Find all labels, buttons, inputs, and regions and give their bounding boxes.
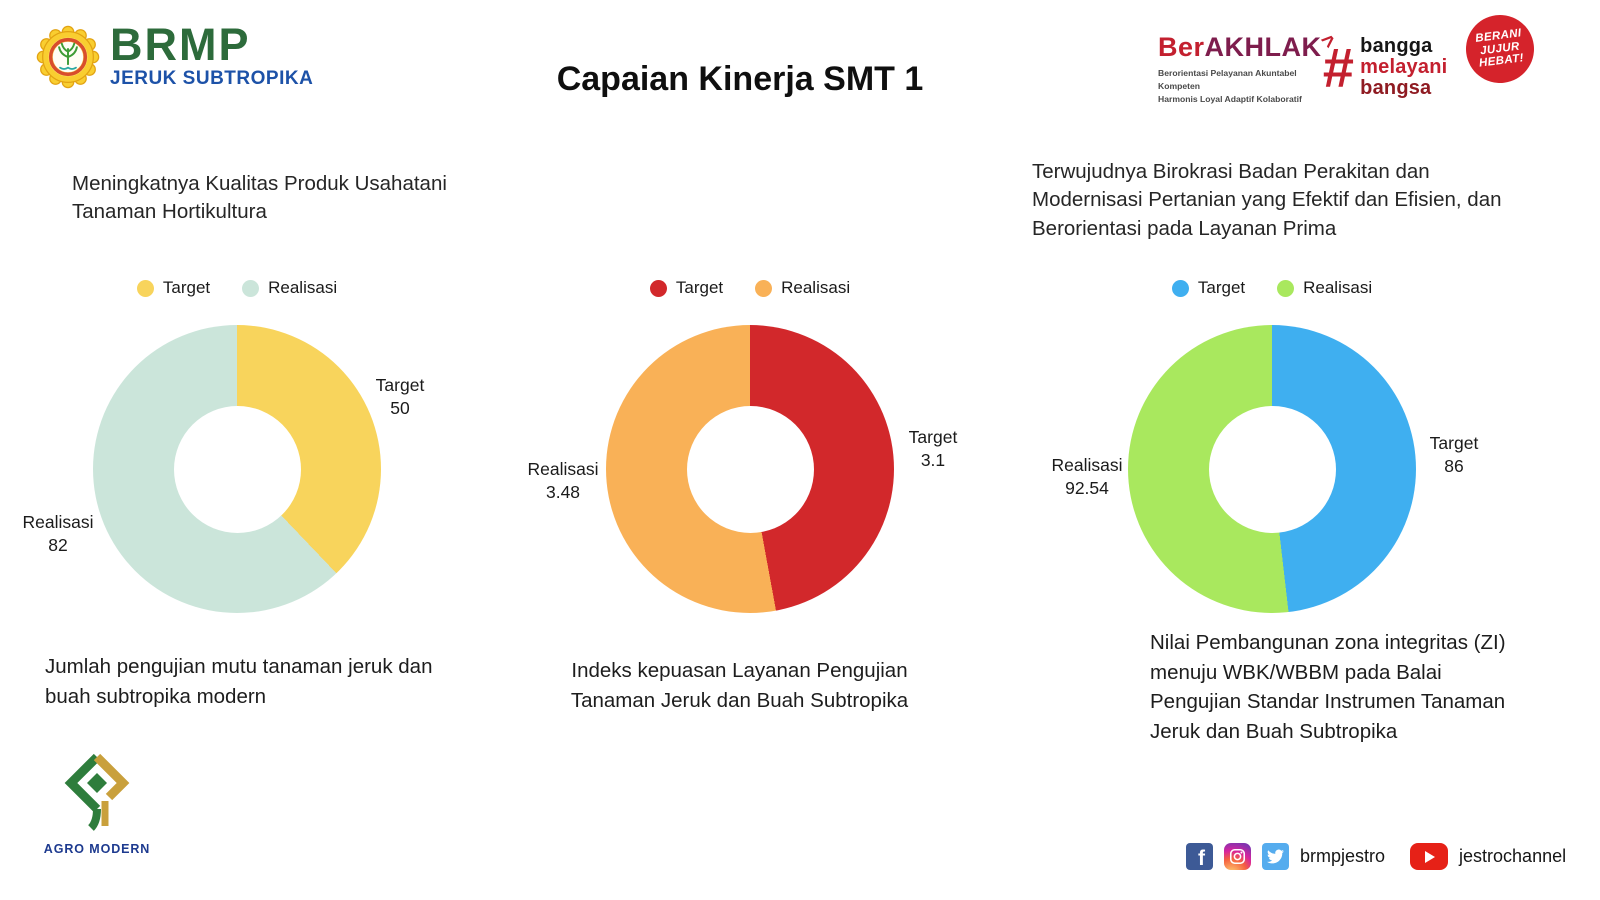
chart-3-legend: Target Realisasi (1112, 276, 1432, 300)
donut-chart-3 (1128, 325, 1416, 613)
chart-3-target-label: Target 86 (1406, 432, 1502, 478)
legend-label-realisasi: Realisasi (1303, 278, 1373, 297)
berakhlak-subtitle-line1: Berorientasi Pelayanan Akuntabel Kompete… (1158, 68, 1297, 91)
chart-1-heading: Meningkatnya Kualitas Produk Usahatani T… (72, 172, 447, 224)
slice-label-name: Target (375, 375, 425, 395)
brand-text: BRMP JERUK SUBTROPIKA (110, 19, 314, 90)
berani-jujur-hebat-badge: BERANI JUJUR HEBAT! (1462, 11, 1538, 87)
legend-dot-realisasi (1277, 279, 1295, 297)
instagram-icon[interactable] (1224, 843, 1251, 870)
youtube-icon[interactable] (1410, 843, 1449, 870)
berakhlak-prefix: Ber (1158, 32, 1205, 62)
slice-label-value: 50 (390, 398, 410, 419)
chart-1-legend: Target Realisasi (77, 276, 397, 300)
slice-label-value: 92.54 (1065, 478, 1109, 499)
legend-item-realisasi: Realisasi (242, 278, 337, 298)
facebook-icon[interactable] (1186, 843, 1213, 870)
legend-dot-realisasi (242, 279, 260, 297)
social-handle[interactable]: brmpjestro (1300, 846, 1386, 866)
youtube-handle[interactable]: jestrochannel (1459, 846, 1567, 866)
bangga-line1: bangga (1360, 35, 1433, 57)
agro-modern-icon (64, 753, 130, 831)
legend-label-target: Target (162, 278, 211, 297)
hashtag-icon: # (1322, 35, 1354, 99)
bangga-line3: bangsa (1360, 77, 1432, 99)
berakhlak-subtitle-line2: Harmonis Loyal Adaptif Kolaboratif (1158, 93, 1302, 104)
brmp-emblem-icon (36, 25, 100, 89)
agro-modern-logo: AGRO MODERN (26, 748, 168, 856)
brand-acronym: BRMP (110, 19, 251, 70)
twitter-icon[interactable] (1262, 843, 1289, 870)
play-icon (1425, 850, 1436, 863)
legend-label-realisasi: Realisasi (268, 278, 338, 297)
slice-label-name: Target (908, 427, 958, 447)
legend-label-realisasi: Realisasi (781, 278, 851, 297)
chart-2-realisasi-label: Realisasi 3.48 (512, 458, 614, 504)
donut-chart-1 (93, 325, 381, 613)
social-links: brmpjestro jestrochannel (1186, 843, 1566, 870)
berakhlak-wordmark: BerAKHLAK> (1158, 28, 1341, 63)
chart-3-heading: Terwujudnya Birokrasi Badan Perakitan da… (1032, 160, 1502, 240)
chart-column-3: Target Realisasi (1112, 276, 1432, 613)
legend-item-target: Target (649, 278, 724, 298)
chart-1-caption: Jumlah pengujian mutu tanaman jeruk dan … (45, 655, 433, 708)
slice-label-name: Realisasi (527, 459, 599, 479)
slice-label-value: 3.1 (920, 450, 946, 471)
legend-label-target: Target (675, 278, 724, 297)
brand-unit: JERUK SUBTROPIKA (110, 67, 314, 89)
chart-2-legend: Target Realisasi (590, 276, 910, 300)
legend-item-target: Target (136, 278, 211, 298)
legend-label-target: Target (1197, 278, 1246, 297)
legend-dot-realisasi (755, 279, 773, 297)
berakhlak-logo: BerAKHLAK> Berorientasi Pelayanan Akunta… (1158, 28, 1341, 106)
berakhlak-rest: AKHLAK (1204, 32, 1322, 62)
slice-label-value: 82 (48, 535, 68, 556)
bangga-line2: melayani (1360, 56, 1448, 78)
slice-label-value: 3.48 (545, 482, 581, 503)
brmp-logo: BRMP JERUK SUBTROPIKA (36, 19, 314, 90)
slice-label-name: Target (1429, 433, 1479, 453)
legend-dot-target (1171, 279, 1189, 297)
legend-item-target: Target (1171, 278, 1246, 298)
chart-3-caption: Nilai Pembangunan zona integritas (ZI) m… (1150, 631, 1506, 744)
slice-label-name: Realisasi (1051, 455, 1123, 475)
agro-modern-label: AGRO MODERN (43, 842, 151, 856)
chart-1-realisasi-label: Realisasi 82 (10, 511, 106, 557)
slice-label-name: Realisasi (22, 512, 94, 532)
legend-dot-target (136, 279, 154, 297)
chart-2-target-label: Target 3.1 (885, 426, 981, 472)
slice-label-value: 86 (1444, 456, 1464, 477)
legend-dot-target (649, 279, 667, 297)
chart-1-target-label: Target 50 (352, 374, 448, 420)
legend-item-realisasi: Realisasi (1277, 278, 1372, 298)
page-title: Capaian Kinerja SMT 1 (556, 60, 924, 98)
chart-2-caption: Indeks kepuasan Layanan Pengujian Tanama… (570, 659, 909, 712)
bangga-wordmark: bangga melayani bangsa (1360, 36, 1447, 99)
berakhlak-subtitle: Berorientasi Pelayanan Akuntabel Kompete… (1158, 67, 1326, 106)
chart-3-realisasi-label: Realisasi 92.54 (1034, 454, 1140, 500)
legend-item-realisasi: Realisasi (755, 278, 850, 298)
donut-chart-2 (606, 325, 894, 613)
bangga-melayani-bangsa-logo: # bangga melayani bangsa (1322, 36, 1447, 99)
chart-column-2: Target Realisasi (590, 276, 910, 613)
chart-column-1: Target Realisasi (77, 276, 397, 613)
